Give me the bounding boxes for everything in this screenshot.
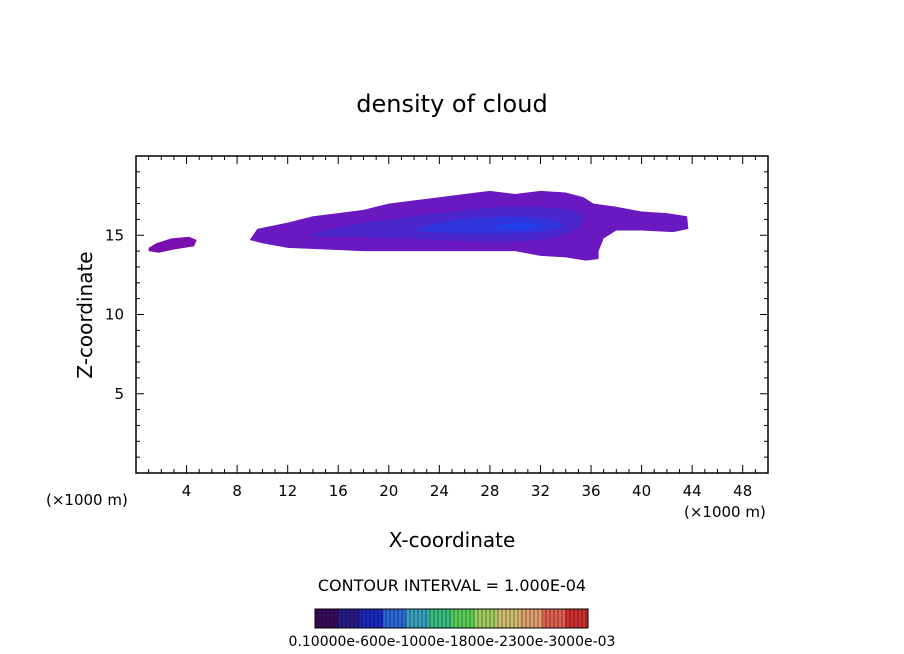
x-tick-label: 20 — [379, 482, 398, 500]
y-axis-label: Z-coordinate — [73, 251, 97, 378]
chart-title: density of cloud — [356, 90, 547, 118]
colorbar-swatch — [497, 609, 521, 628]
cloud-region-0 — [148, 236, 197, 253]
colorbar-swatch — [565, 609, 589, 628]
colorbar-swatch — [542, 609, 566, 628]
x-tick-label: 12 — [278, 482, 297, 500]
x-unit-right: (×1000 m) — [684, 503, 766, 521]
x-tick-label: 16 — [329, 482, 348, 500]
colorbar-swatch — [383, 609, 407, 628]
colorbar-frame — [314, 608, 589, 629]
colorbar-swatch — [360, 609, 384, 628]
cloud-contour-fill — [148, 190, 689, 261]
contour-interval-label: CONTOUR INTERVAL = 1.000E-04 — [318, 576, 586, 595]
colorbar-swatch — [406, 609, 430, 628]
x-tick-label: 48 — [733, 482, 752, 500]
x-tick-label: 28 — [480, 482, 499, 500]
x-tick-label: 40 — [632, 482, 651, 500]
cloud-region-3 — [414, 216, 566, 234]
y-tick-label: 10 — [105, 306, 124, 324]
x-unit-left: (×1000 m) — [46, 491, 128, 509]
colorbar-swatch — [474, 609, 498, 628]
colorbar-swatch — [451, 609, 475, 628]
x-axis-label: X-coordinate — [389, 528, 516, 552]
colorbar-swatch — [519, 609, 543, 628]
colorbar-swatch — [428, 609, 452, 628]
x-tick-label: 36 — [581, 482, 600, 500]
x-tick-label: 24 — [430, 482, 449, 500]
x-tick-label: 4 — [182, 482, 192, 500]
y-tick-label: 5 — [114, 385, 124, 403]
colorbar-swatch — [337, 609, 361, 628]
cloud-region-4 — [489, 222, 541, 229]
colorbar-labels: 0.10000e-600e-1000e-1800e-2300e-3000e-03 — [289, 634, 616, 650]
x-tick-label: 8 — [232, 482, 242, 500]
x-tick-label: 32 — [531, 482, 550, 500]
colorbar-swatch — [315, 609, 339, 628]
colorbar — [314, 608, 589, 629]
x-tick-label: 44 — [683, 482, 702, 500]
y-tick-label: 15 — [105, 226, 124, 244]
